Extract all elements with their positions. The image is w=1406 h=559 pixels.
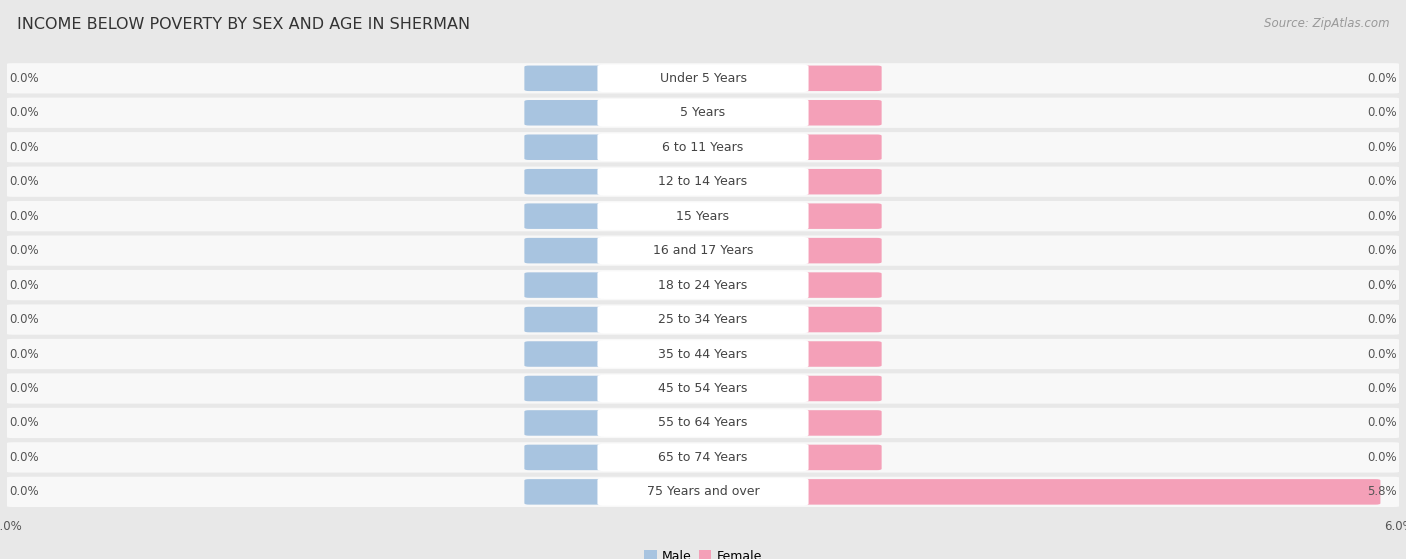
- Text: 0.0%: 0.0%: [1367, 106, 1396, 119]
- Text: 0.0%: 0.0%: [10, 244, 39, 257]
- Text: 75 Years and over: 75 Years and over: [647, 485, 759, 499]
- FancyBboxPatch shape: [699, 341, 882, 367]
- Text: 0.0%: 0.0%: [1367, 451, 1396, 464]
- Text: 0.0%: 0.0%: [10, 416, 39, 429]
- FancyBboxPatch shape: [598, 168, 808, 196]
- FancyBboxPatch shape: [598, 478, 808, 506]
- Text: 0.0%: 0.0%: [1367, 175, 1396, 188]
- FancyBboxPatch shape: [524, 238, 707, 263]
- FancyBboxPatch shape: [4, 235, 1402, 266]
- Legend: Male, Female: Male, Female: [640, 544, 766, 559]
- Text: 0.0%: 0.0%: [1367, 141, 1396, 154]
- Text: 0.0%: 0.0%: [1367, 72, 1396, 85]
- FancyBboxPatch shape: [4, 63, 1402, 93]
- FancyBboxPatch shape: [598, 202, 808, 230]
- Text: 5 Years: 5 Years: [681, 106, 725, 119]
- FancyBboxPatch shape: [4, 373, 1402, 404]
- FancyBboxPatch shape: [699, 376, 882, 401]
- FancyBboxPatch shape: [699, 203, 882, 229]
- Text: 0.0%: 0.0%: [10, 106, 39, 119]
- Text: 0.0%: 0.0%: [10, 485, 39, 499]
- FancyBboxPatch shape: [699, 272, 882, 298]
- Text: 0.0%: 0.0%: [10, 141, 39, 154]
- FancyBboxPatch shape: [524, 410, 707, 435]
- FancyBboxPatch shape: [524, 272, 707, 298]
- Text: Under 5 Years: Under 5 Years: [659, 72, 747, 85]
- Text: 0.0%: 0.0%: [10, 451, 39, 464]
- Text: 0.0%: 0.0%: [10, 348, 39, 361]
- Text: 0.0%: 0.0%: [1367, 348, 1396, 361]
- FancyBboxPatch shape: [524, 100, 707, 126]
- Text: 0.0%: 0.0%: [10, 72, 39, 85]
- FancyBboxPatch shape: [4, 167, 1402, 197]
- FancyBboxPatch shape: [699, 444, 882, 470]
- FancyBboxPatch shape: [4, 442, 1402, 472]
- Text: INCOME BELOW POVERTY BY SEX AND AGE IN SHERMAN: INCOME BELOW POVERTY BY SEX AND AGE IN S…: [17, 17, 470, 32]
- Text: 6 to 11 Years: 6 to 11 Years: [662, 141, 744, 154]
- Text: 0.0%: 0.0%: [1367, 313, 1396, 326]
- FancyBboxPatch shape: [598, 409, 808, 437]
- FancyBboxPatch shape: [524, 169, 707, 195]
- FancyBboxPatch shape: [4, 270, 1402, 300]
- FancyBboxPatch shape: [524, 341, 707, 367]
- FancyBboxPatch shape: [524, 135, 707, 160]
- Text: 25 to 34 Years: 25 to 34 Years: [658, 313, 748, 326]
- FancyBboxPatch shape: [598, 99, 808, 126]
- FancyBboxPatch shape: [4, 305, 1402, 335]
- Text: 0.0%: 0.0%: [10, 278, 39, 292]
- FancyBboxPatch shape: [4, 339, 1402, 369]
- Text: 55 to 64 Years: 55 to 64 Years: [658, 416, 748, 429]
- Text: 16 and 17 Years: 16 and 17 Years: [652, 244, 754, 257]
- Text: 0.0%: 0.0%: [10, 210, 39, 222]
- Text: Source: ZipAtlas.com: Source: ZipAtlas.com: [1264, 17, 1389, 30]
- FancyBboxPatch shape: [699, 238, 882, 263]
- FancyBboxPatch shape: [598, 237, 808, 264]
- FancyBboxPatch shape: [598, 444, 808, 471]
- FancyBboxPatch shape: [598, 271, 808, 299]
- Text: 15 Years: 15 Years: [676, 210, 730, 222]
- Text: 5.8%: 5.8%: [1367, 485, 1396, 499]
- FancyBboxPatch shape: [4, 477, 1402, 507]
- FancyBboxPatch shape: [699, 307, 882, 332]
- FancyBboxPatch shape: [699, 65, 882, 91]
- FancyBboxPatch shape: [598, 340, 808, 368]
- FancyBboxPatch shape: [4, 408, 1402, 438]
- FancyBboxPatch shape: [4, 132, 1402, 163]
- FancyBboxPatch shape: [524, 444, 707, 470]
- FancyBboxPatch shape: [598, 64, 808, 92]
- FancyBboxPatch shape: [524, 307, 707, 332]
- Text: 45 to 54 Years: 45 to 54 Years: [658, 382, 748, 395]
- Text: 35 to 44 Years: 35 to 44 Years: [658, 348, 748, 361]
- FancyBboxPatch shape: [524, 376, 707, 401]
- FancyBboxPatch shape: [699, 100, 882, 126]
- FancyBboxPatch shape: [598, 134, 808, 161]
- FancyBboxPatch shape: [699, 169, 882, 195]
- Text: 0.0%: 0.0%: [1367, 416, 1396, 429]
- FancyBboxPatch shape: [699, 479, 1381, 505]
- FancyBboxPatch shape: [524, 479, 707, 505]
- Text: 12 to 14 Years: 12 to 14 Years: [658, 175, 748, 188]
- Text: 0.0%: 0.0%: [10, 175, 39, 188]
- FancyBboxPatch shape: [598, 375, 808, 402]
- FancyBboxPatch shape: [598, 306, 808, 333]
- Text: 0.0%: 0.0%: [1367, 278, 1396, 292]
- Text: 0.0%: 0.0%: [1367, 244, 1396, 257]
- Text: 0.0%: 0.0%: [10, 313, 39, 326]
- FancyBboxPatch shape: [524, 203, 707, 229]
- Text: 0.0%: 0.0%: [10, 382, 39, 395]
- Text: 65 to 74 Years: 65 to 74 Years: [658, 451, 748, 464]
- FancyBboxPatch shape: [4, 201, 1402, 231]
- Text: 18 to 24 Years: 18 to 24 Years: [658, 278, 748, 292]
- Text: 0.0%: 0.0%: [1367, 210, 1396, 222]
- FancyBboxPatch shape: [699, 410, 882, 435]
- FancyBboxPatch shape: [4, 98, 1402, 128]
- Text: 0.0%: 0.0%: [1367, 382, 1396, 395]
- FancyBboxPatch shape: [699, 135, 882, 160]
- FancyBboxPatch shape: [524, 65, 707, 91]
